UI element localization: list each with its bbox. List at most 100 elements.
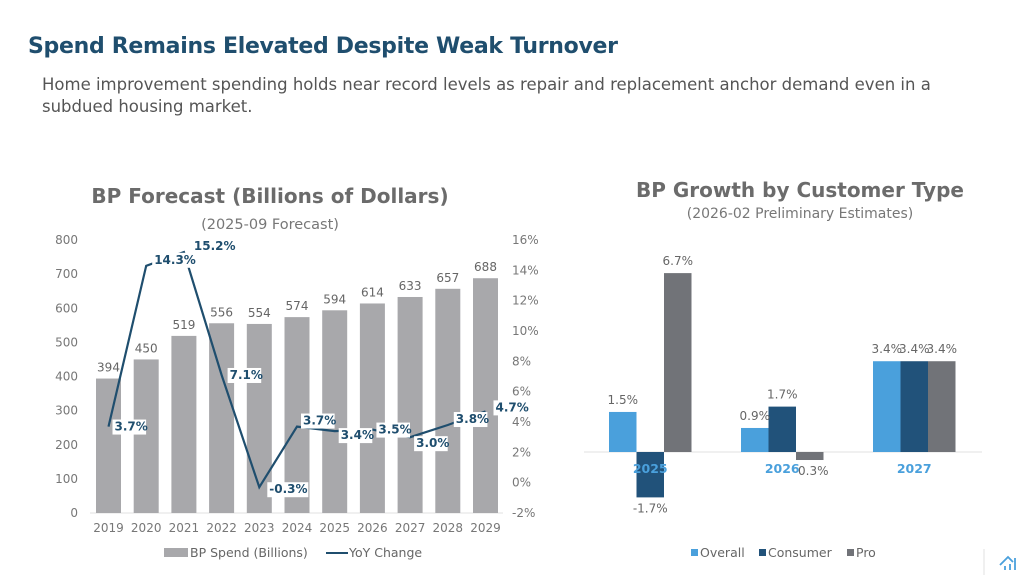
house-chart-icon bbox=[999, 555, 1016, 570]
page-subtitle: Home improvement spending holds near rec… bbox=[42, 75, 931, 116]
line-label-bg bbox=[493, 400, 528, 416]
bar-bp-spend bbox=[171, 335, 197, 513]
bar-bp-spend bbox=[359, 303, 385, 513]
line-value-label: 3.7% bbox=[115, 420, 148, 434]
x-axis-tick: 2027 bbox=[395, 521, 426, 535]
legend-swatch-bp-spend bbox=[164, 548, 188, 557]
bar-bp-spend bbox=[322, 310, 348, 513]
line-value-label: 15.2% bbox=[194, 239, 236, 253]
line-value-label: 3.7% bbox=[303, 414, 336, 428]
bar-overall bbox=[609, 411, 637, 452]
legend-label-bp-spend: BP Spend (Billions) bbox=[190, 545, 308, 560]
bar-value-label: 1.5% bbox=[608, 393, 639, 407]
line-value-label: 3.8% bbox=[456, 412, 489, 426]
line-label-bg bbox=[112, 419, 147, 435]
chart1-legend: BP Spend (Billions) YoY Change bbox=[164, 545, 422, 560]
bar-pro bbox=[664, 273, 692, 452]
y-axis-tick: 700 bbox=[55, 267, 78, 281]
x-axis-tick: 2025 bbox=[319, 521, 350, 535]
line-value-label: 4.7% bbox=[496, 400, 529, 414]
y2-axis-tick: 12% bbox=[512, 294, 539, 308]
chart2-subtitle: (2026-02 Preliminary Estimates) bbox=[687, 206, 914, 222]
x-axis-tick: 2026 bbox=[357, 521, 388, 535]
category-label: 2027 bbox=[897, 461, 932, 476]
chart2-legend: Overall Consumer Pro bbox=[691, 545, 876, 560]
bar-value-label: 633 bbox=[399, 279, 422, 293]
line-label-bg bbox=[453, 412, 488, 428]
line-label-bg bbox=[301, 413, 335, 429]
page-title: Spend Remains Elevated Despite Weak Turn… bbox=[28, 34, 618, 59]
y2-axis-tick: 16% bbox=[512, 233, 539, 247]
y-axis-tick: 500 bbox=[55, 335, 78, 349]
bar-value-label: 657 bbox=[436, 271, 459, 285]
y2-axis-tick: 6% bbox=[512, 385, 531, 399]
bar-value-label: -1.7% bbox=[633, 501, 668, 515]
y-axis-tick: 200 bbox=[55, 438, 78, 452]
x-axis-tick: 2022 bbox=[206, 521, 237, 535]
bar-consumer bbox=[768, 406, 796, 452]
bar-value-label: 3.4% bbox=[899, 342, 930, 356]
legend-label-overall: Overall bbox=[700, 545, 745, 560]
line-label-bg bbox=[227, 367, 262, 383]
line-value-label: -0.3% bbox=[269, 482, 307, 496]
chart1-subtitle: (2025-09 Forecast) bbox=[201, 217, 339, 233]
chart1-title: BP Forecast (Billions of Dollars) bbox=[91, 184, 448, 208]
line-value-label: 3.0% bbox=[416, 436, 449, 450]
legend-label-yoy: YoY Change bbox=[348, 545, 422, 560]
bar-value-label: 574 bbox=[286, 299, 309, 313]
y2-axis-tick: 4% bbox=[512, 415, 531, 429]
y2-axis-tick: 2% bbox=[512, 445, 531, 459]
bar-value-label: 450 bbox=[135, 341, 158, 355]
y2-axis-tick: -2% bbox=[512, 506, 535, 520]
x-axis-tick: 2028 bbox=[433, 521, 464, 535]
bar-value-label: 3.4% bbox=[927, 342, 958, 356]
bar-bp-spend bbox=[96, 378, 121, 513]
line-value-label: 7.1% bbox=[230, 368, 263, 382]
legend-swatch-pro bbox=[847, 549, 854, 556]
bar-value-label: 394 bbox=[97, 361, 120, 375]
line-label-bg bbox=[267, 482, 309, 498]
legend-label-consumer: Consumer bbox=[768, 545, 833, 560]
bar-overall bbox=[873, 361, 901, 452]
legend-label-pro: Pro bbox=[856, 545, 876, 560]
y2-axis-tick: 8% bbox=[512, 354, 531, 368]
bar-value-label: 6.7% bbox=[663, 254, 694, 268]
x-axis-tick: 2024 bbox=[282, 521, 313, 535]
legend-swatch-consumer bbox=[759, 549, 766, 556]
bar-value-label: 594 bbox=[323, 292, 346, 306]
bar-bp-spend bbox=[397, 296, 423, 513]
line-value-label: 3.5% bbox=[378, 423, 411, 437]
line-value-label: 14.3% bbox=[154, 253, 196, 267]
y-axis-tick: 400 bbox=[55, 370, 78, 384]
bar-value-label: 519 bbox=[172, 318, 195, 332]
category-label: 2025 bbox=[633, 461, 668, 476]
line-label-bg bbox=[376, 422, 410, 438]
bar-pro bbox=[928, 361, 956, 452]
bar-value-label: 0.3% bbox=[798, 464, 829, 478]
bar-consumer bbox=[900, 361, 928, 452]
line-label-bg bbox=[338, 428, 373, 444]
bar-bp-spend bbox=[473, 278, 498, 513]
y-axis-tick: 800 bbox=[55, 233, 78, 247]
y-axis-tick: 0 bbox=[70, 506, 78, 520]
line-value-label: 3.4% bbox=[341, 428, 374, 442]
legend-swatch-overall bbox=[691, 549, 698, 556]
bar-bp-spend bbox=[246, 323, 272, 513]
y-axis-tick: 600 bbox=[55, 301, 78, 315]
bar-bp-spend bbox=[435, 288, 461, 513]
chart2-title: BP Growth by Customer Type bbox=[636, 178, 964, 202]
bar-overall bbox=[741, 427, 769, 452]
line-label-bg bbox=[191, 239, 233, 255]
bar-value-label: 1.7% bbox=[767, 388, 798, 402]
category-label: 2026 bbox=[765, 461, 800, 476]
x-axis-tick: 2019 bbox=[93, 521, 124, 535]
y-axis-tick: 300 bbox=[55, 404, 78, 418]
bar-pro bbox=[796, 452, 824, 461]
y2-axis-tick: 14% bbox=[512, 263, 539, 277]
bar-value-label: 0.9% bbox=[740, 409, 771, 423]
x-axis-tick: 2021 bbox=[169, 521, 200, 535]
bar-consumer bbox=[636, 452, 664, 498]
bar-value-label: 554 bbox=[248, 306, 271, 320]
